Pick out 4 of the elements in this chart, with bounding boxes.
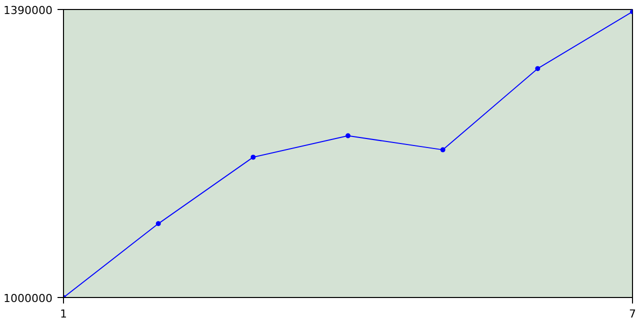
- x-tick-label: 1: [60, 308, 67, 320]
- y-tick-label: 1000000: [4, 292, 53, 305]
- x-tick-label: 7: [629, 308, 636, 320]
- y-tick-label: 1390000: [4, 4, 53, 17]
